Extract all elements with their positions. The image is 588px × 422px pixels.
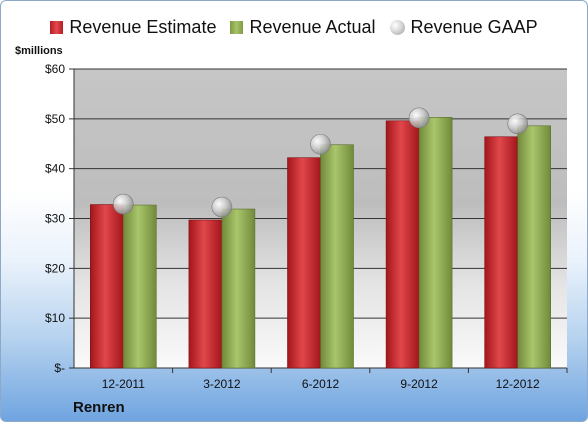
y-tick-label: $10 — [45, 311, 65, 325]
y-tick-label: $- — [54, 361, 65, 375]
company-name: Renren — [73, 399, 125, 416]
legend-item-estimate: Revenue Estimate — [50, 17, 216, 38]
point-revenue-gaap — [310, 133, 331, 155]
gaap-markers — [113, 107, 529, 218]
bar-revenue-actual — [418, 117, 453, 369]
point-revenue-gaap — [408, 107, 430, 129]
legend-swatch-gaap — [389, 19, 405, 35]
x-tick-label: 9-2012 — [400, 377, 438, 391]
legend-label-actual: Revenue Actual — [249, 16, 376, 37]
point-revenue-gaap — [113, 193, 134, 215]
point-revenue-gaap — [211, 196, 233, 218]
y-tick-label: $50 — [45, 112, 65, 126]
x-tick-label: 12-2011 — [102, 377, 145, 391]
bar-revenue-estimate — [188, 219, 223, 369]
y-axis: $- $10 $20 $30 $40 $50 $60 — [45, 62, 75, 375]
point-revenue-gaap — [507, 113, 529, 135]
y-tick-label: $40 — [45, 162, 65, 176]
bar-revenue-actual — [221, 208, 256, 369]
legend-label-gaap: Revenue GAAP — [410, 16, 538, 37]
y-axis-units-label: $millions — [15, 45, 63, 57]
bars — [90, 117, 552, 369]
y-tick-label: $20 — [45, 261, 65, 275]
legend-item-actual: Revenue Actual — [230, 16, 376, 38]
legend-item-gaap: Revenue GAAP — [389, 16, 538, 38]
x-tick-label: 3-2012 — [203, 377, 241, 391]
x-tick-label: 6-2012 — [302, 377, 340, 391]
bar-revenue-estimate — [90, 204, 124, 369]
y-tick-label: $30 — [45, 212, 65, 226]
bar-revenue-estimate — [385, 120, 420, 369]
legend: Revenue Estimate Revenue Actual Revenue … — [1, 15, 587, 39]
x-tick-label: 12-2012 — [496, 377, 540, 391]
bar-revenue-actual — [123, 204, 157, 369]
bar-revenue-actual — [517, 125, 552, 369]
bar-revenue-estimate — [287, 157, 321, 369]
legend-label-estimate: Revenue Estimate — [69, 16, 217, 37]
y-tick-label: $60 — [45, 62, 65, 76]
legend-swatch-actual — [230, 20, 244, 34]
x-axis: 12-2011 3-2012 6-2012 9-2012 12-2012 — [74, 367, 568, 391]
legend-swatch-estimate — [50, 20, 64, 34]
bar-revenue-actual — [320, 144, 354, 369]
bar-revenue-estimate — [484, 136, 519, 369]
